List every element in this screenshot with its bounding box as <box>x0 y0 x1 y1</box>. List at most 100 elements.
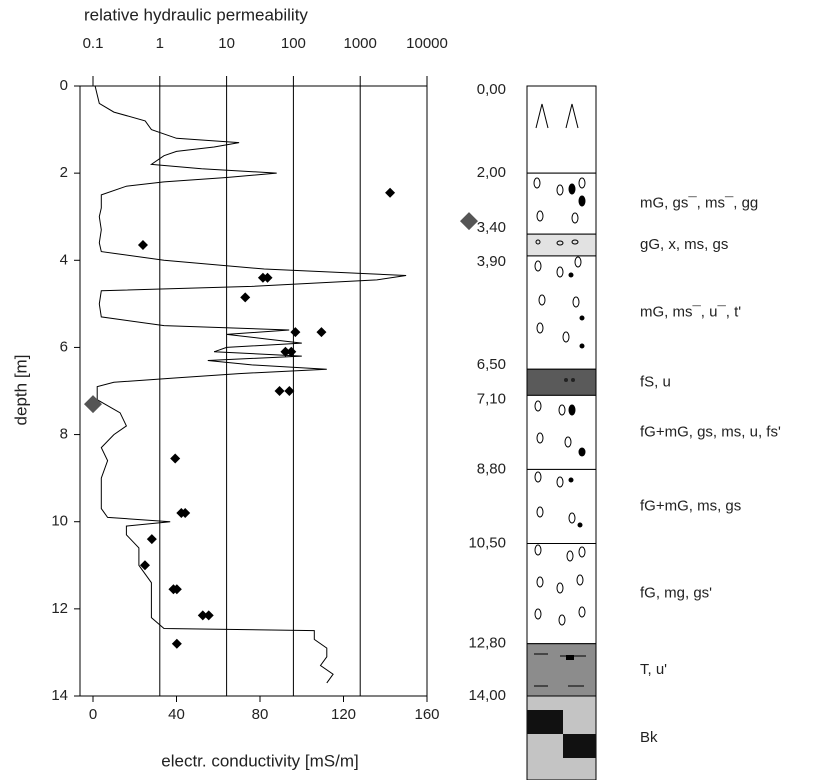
y-tick-label: 10 <box>51 513 68 530</box>
pattern <box>535 239 541 245</box>
pattern <box>576 574 584 586</box>
conductivity-line <box>94 85 407 684</box>
layer <box>526 394 597 470</box>
y-tick-label: 12 <box>51 600 68 617</box>
layer <box>526 172 597 235</box>
pattern <box>534 544 542 556</box>
layer <box>526 85 597 174</box>
boundary-label: 10,50 <box>468 534 506 551</box>
pattern <box>578 447 586 457</box>
layer <box>526 643 597 697</box>
x-axis-title: electr. conductivity [mS/m] <box>161 751 358 770</box>
pattern <box>579 315 585 321</box>
pattern <box>578 177 586 189</box>
layer <box>526 255 597 370</box>
pattern <box>536 576 544 588</box>
pattern <box>562 331 570 343</box>
layer-label: fG+mG, gs, ms, u, fs' <box>640 423 781 440</box>
permeability-point <box>290 327 301 338</box>
x2-tick-label: 1 <box>156 35 164 52</box>
x-tick-label: 0 <box>89 706 97 723</box>
pattern <box>577 522 583 528</box>
layer <box>526 543 597 645</box>
boundary-label: 6,50 <box>477 356 506 373</box>
pattern <box>535 103 549 129</box>
pattern <box>578 546 586 558</box>
pattern <box>534 400 542 412</box>
permeability-point <box>170 453 181 464</box>
boundary-label: 3,90 <box>477 253 506 270</box>
pattern <box>566 655 574 660</box>
y-tick-label: 8 <box>60 426 68 443</box>
boundary-label: 12,80 <box>468 635 506 652</box>
pattern <box>538 294 546 306</box>
boundary-label: 3,40 <box>477 219 506 236</box>
y-tick-label: 2 <box>60 164 68 181</box>
permeability-point <box>146 534 157 545</box>
plot: 0 2 4 6 8 10 12 14 0 40 80 120 160 0.1 1 10 100 1000 10000 <box>51 35 478 723</box>
permeability-point <box>197 610 208 621</box>
y-tick-label: 0 <box>60 77 68 94</box>
x-tick-label: 80 <box>252 706 269 723</box>
x2-tick-label: 10 <box>218 35 235 52</box>
layer-label: fG+mG, ms, gs <box>640 497 741 514</box>
boundary-label: 0,00 <box>477 81 506 98</box>
pattern <box>536 210 544 222</box>
permeability-point <box>203 610 214 621</box>
layer <box>526 468 597 544</box>
level-marker <box>84 395 102 414</box>
top-axis-title: relative hydraulic permeability <box>84 5 308 24</box>
permeability-point <box>180 508 191 518</box>
x-tick-label: 40 <box>168 706 185 723</box>
permeability-point <box>284 386 295 396</box>
pattern <box>578 195 586 207</box>
permeability-point <box>171 638 182 649</box>
pattern <box>568 512 576 524</box>
pattern <box>568 404 576 416</box>
pattern <box>534 260 542 272</box>
pattern <box>536 432 544 444</box>
column-patterns <box>527 103 596 758</box>
permeability-point <box>139 560 150 571</box>
y-tick-label: 14 <box>51 687 68 704</box>
x2-tick-label: 0.1 <box>83 35 104 52</box>
pattern <box>566 550 574 562</box>
pattern <box>533 177 541 189</box>
x2-tick-label: 1000 <box>344 35 377 52</box>
permeability-point <box>316 327 327 338</box>
permeability-point <box>137 240 148 251</box>
stratigraphic-column: mG, gs¯, ms¯, gg gG, x, ms, gs mG, ms¯, u¯… <box>468 81 781 780</box>
pattern <box>556 184 564 196</box>
pattern <box>571 239 579 245</box>
pattern <box>558 614 566 626</box>
pattern <box>534 471 542 483</box>
level-marker <box>460 212 478 231</box>
x2-tick-label: 10000 <box>406 35 448 52</box>
permeability-point <box>286 346 297 357</box>
pattern <box>527 710 563 734</box>
pattern <box>572 296 580 308</box>
layer-label: Bk <box>640 729 658 746</box>
layer-label: mG, ms¯, u¯, t' <box>640 304 741 321</box>
pattern <box>536 322 544 334</box>
layer-label: fS, u <box>640 373 671 390</box>
permeability-point <box>274 386 285 396</box>
permeability-point <box>280 346 291 357</box>
pattern <box>563 734 596 758</box>
pattern <box>558 404 566 416</box>
pattern <box>564 436 572 448</box>
permeability-point <box>171 584 182 595</box>
pattern <box>571 212 579 224</box>
x-tick-label: 160 <box>414 706 439 723</box>
pattern <box>556 240 564 246</box>
layer-label: fG, mg, gs' <box>640 585 712 602</box>
x2-tick-label: 100 <box>281 35 306 52</box>
y-tick-label: 4 <box>60 251 68 268</box>
permeability-point <box>262 272 273 283</box>
pattern <box>564 378 568 382</box>
pattern <box>574 256 582 268</box>
layer-label: T, u' <box>640 661 667 678</box>
y-tick-label: 6 <box>60 338 68 355</box>
pattern <box>536 506 544 518</box>
